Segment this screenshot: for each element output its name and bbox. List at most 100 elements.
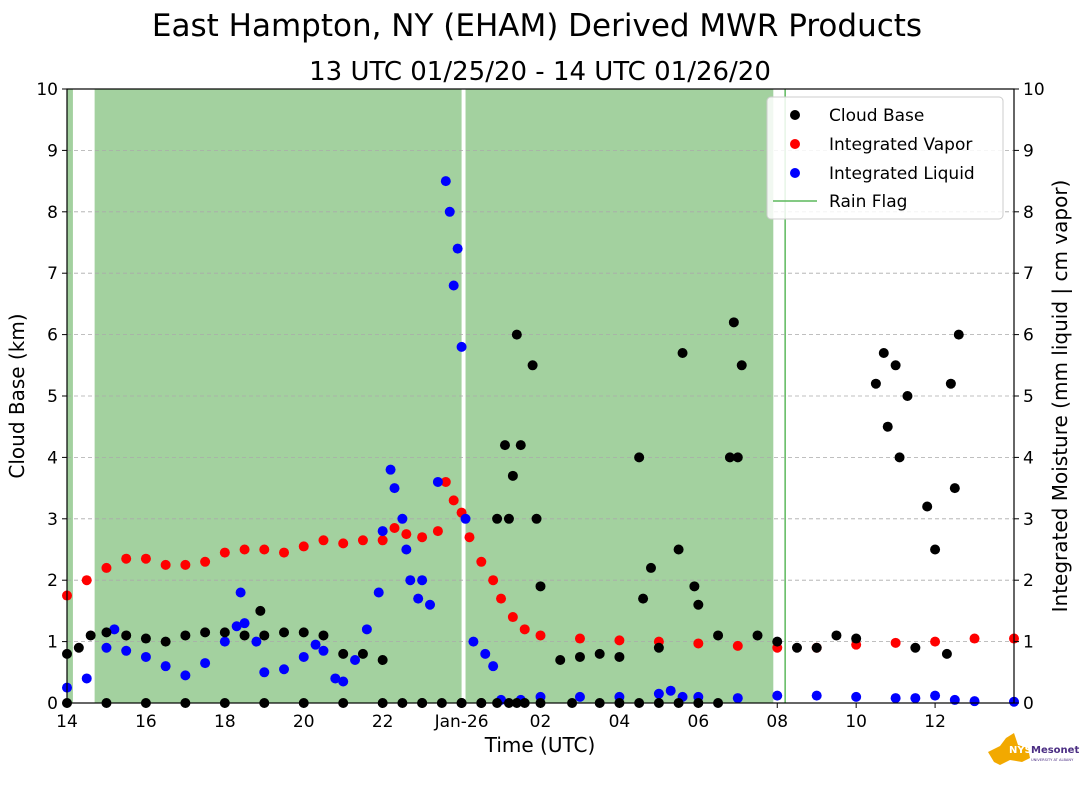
point-integrated-liquid [456, 341, 467, 352]
y-left-tick-label: 7 [47, 264, 58, 284]
point-cloud-base [121, 630, 132, 641]
point-integrated-liquid [251, 636, 262, 647]
y-right-tick-label: 9 [1023, 141, 1034, 161]
y-axis-left-label: Cloud Base (km) [5, 313, 29, 478]
point-cloud-base [511, 329, 522, 340]
point-integrated-liquid [377, 526, 388, 537]
point-cloud-base [73, 642, 84, 653]
point-integrated-vapor [318, 535, 329, 546]
point-cloud-base [298, 627, 309, 638]
y-left-tick-label: 9 [47, 141, 58, 161]
x-tick-label: 18 [214, 712, 236, 732]
point-integrated-liquid [851, 691, 862, 702]
point-cloud-base [693, 599, 704, 610]
point-integrated-vapor [519, 624, 530, 635]
point-integrated-vapor [417, 532, 428, 543]
point-cloud-base [515, 440, 526, 451]
point-integrated-vapor [180, 559, 191, 570]
y-right-tick-label: 2 [1023, 571, 1034, 591]
y-left-tick-label: 8 [47, 203, 58, 223]
point-cloud-base [645, 562, 656, 573]
point-integrated-vapor [496, 593, 507, 604]
point-integrated-liquid [361, 624, 372, 635]
x-axis-ticks: 14 16 18 20 22 Jan-26 02 04 06 08 10 12 [56, 703, 946, 732]
point-integrated-vapor [693, 638, 704, 649]
point-integrated-vapor [389, 523, 400, 534]
series-integrated-liquid [62, 176, 1019, 707]
point-cloud-base [527, 360, 538, 371]
legend-label-integrated-vapor: Integrated Vapor [829, 135, 972, 155]
point-cloud-base [953, 329, 964, 340]
point-integrated-vapor [101, 562, 112, 573]
point-integrated-liquid [432, 476, 443, 487]
chart-title: East Hampton, NY (EHAM) Derived MWR Prod… [152, 8, 922, 44]
legend-marker-integrated-vapor [790, 139, 800, 149]
point-cloud-base [728, 317, 739, 328]
point-cloud-base [677, 348, 688, 359]
point-integrated-liquid [180, 670, 191, 681]
point-integrated-liquid [425, 599, 436, 610]
point-integrated-vapor [219, 547, 230, 558]
point-integrated-liquid [910, 693, 921, 704]
point-integrated-liquid [480, 648, 491, 659]
x-axis-label: Time (UTC) [484, 733, 596, 757]
point-cloud-base [503, 513, 514, 524]
point-integrated-liquid [460, 513, 471, 524]
point-cloud-base [180, 630, 191, 641]
point-cloud-base [732, 452, 743, 463]
point-integrated-vapor [140, 553, 151, 564]
x-tick-label: 20 [293, 712, 315, 732]
point-integrated-liquid [969, 696, 980, 707]
x-tick-label: 02 [530, 712, 552, 732]
point-integrated-vapor [81, 575, 92, 586]
point-integrated-liquid [452, 243, 463, 254]
point-cloud-base [713, 630, 724, 641]
point-integrated-vapor [574, 633, 585, 644]
logo-text-right: Mesonet [1031, 745, 1079, 756]
point-cloud-base [239, 630, 250, 641]
point-cloud-base [945, 378, 956, 389]
data-points [62, 176, 1019, 708]
point-cloud-base [535, 581, 546, 592]
point-integrated-liquid [930, 690, 941, 701]
point-cloud-base [357, 648, 368, 659]
point-integrated-vapor [259, 544, 270, 555]
legend-label-cloud-base: Cloud Base [829, 106, 924, 126]
point-cloud-base [531, 513, 542, 524]
point-integrated-liquid [413, 593, 424, 604]
point-integrated-liquid [121, 645, 132, 656]
point-cloud-base [689, 581, 700, 592]
point-integrated-vapor [377, 535, 388, 546]
point-integrated-liquid [448, 280, 459, 291]
y-right-tick-label: 0 [1023, 694, 1034, 714]
x-tick-label: 12 [924, 712, 946, 732]
legend-label-rain-flag: Rain Flag [829, 192, 907, 212]
y-left-tick-label: 0 [47, 694, 58, 714]
nys-mesonet-logo: NYS Mesonet UNIVERSITY AT ALBANY [988, 733, 1079, 765]
point-cloud-base [279, 627, 290, 638]
y-left-tick-label: 4 [47, 448, 58, 468]
legend-label-integrated-liquid: Integrated Liquid [829, 164, 975, 184]
point-integrated-vapor [969, 633, 980, 644]
x-tick-label: Jan-26 [434, 712, 489, 732]
point-cloud-base [259, 630, 270, 641]
point-cloud-base [255, 605, 266, 616]
point-integrated-liquid [239, 618, 250, 629]
x-tick-label: 06 [688, 712, 710, 732]
point-integrated-liquid [440, 176, 451, 187]
point-cloud-base [101, 627, 112, 638]
point-cloud-base [791, 642, 802, 653]
point-integrated-liquid [385, 464, 396, 475]
point-integrated-liquid [574, 691, 585, 702]
point-cloud-base [736, 360, 747, 371]
legend-marker-cloud-base [790, 110, 800, 120]
legend-box [766, 96, 1004, 220]
point-integrated-vapor [476, 556, 487, 567]
point-cloud-base [638, 593, 649, 604]
point-cloud-base [910, 642, 921, 653]
point-cloud-base [200, 627, 211, 638]
point-integrated-vapor [614, 635, 625, 646]
point-integrated-liquid [772, 690, 783, 701]
y-right-tick-label: 1 [1023, 633, 1034, 653]
